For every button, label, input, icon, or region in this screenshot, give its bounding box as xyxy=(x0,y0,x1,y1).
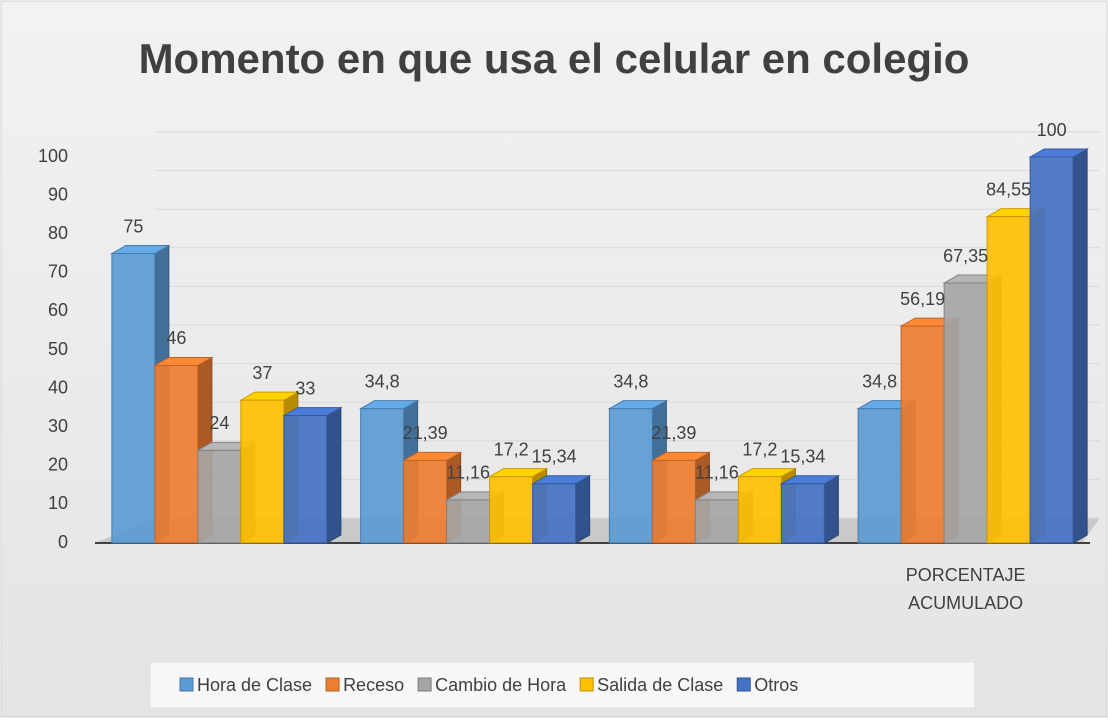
bar xyxy=(943,282,988,544)
y-tick-label: 10 xyxy=(48,493,68,513)
chart-title: Momento en que usa el celular en colegio xyxy=(139,35,970,82)
y-tick-label: 100 xyxy=(38,146,68,166)
bar xyxy=(651,459,696,544)
bar-side xyxy=(326,406,342,544)
legend-swatch xyxy=(736,677,751,692)
bar xyxy=(986,216,1031,544)
bar xyxy=(403,459,448,544)
bar-side xyxy=(575,474,591,544)
bar-side xyxy=(823,474,839,544)
data-label: 37 xyxy=(252,363,272,383)
bar xyxy=(608,408,653,544)
x-tick-label: PORCENTAJE ACUMULADO xyxy=(906,565,1026,613)
data-label: 34,8 xyxy=(613,371,648,391)
y-tick-label: 50 xyxy=(48,339,68,359)
y-tick-label: 80 xyxy=(48,223,68,243)
bar xyxy=(360,408,405,544)
bar xyxy=(489,476,534,544)
data-label: 100 xyxy=(1037,120,1067,140)
bar xyxy=(111,253,156,544)
y-tick-label: 70 xyxy=(48,262,68,282)
bar xyxy=(532,483,577,544)
data-label: 33 xyxy=(295,378,315,398)
data-label: 56,19 xyxy=(900,289,945,309)
bar-side xyxy=(1072,148,1088,544)
legend-label: Salida de Clase xyxy=(597,675,723,695)
data-label: 75 xyxy=(123,216,143,236)
y-tick-label: 20 xyxy=(48,455,68,475)
legend-swatch xyxy=(179,677,194,692)
legend-swatch xyxy=(417,677,432,692)
legend-label: Cambio de Hora xyxy=(435,675,567,695)
bar xyxy=(780,483,825,544)
data-label: 46 xyxy=(166,328,186,348)
data-label: 34,8 xyxy=(862,371,897,391)
data-label: 21,39 xyxy=(403,423,448,443)
bar xyxy=(283,415,328,544)
bar xyxy=(154,364,199,544)
legend-swatch xyxy=(325,677,340,692)
x-tick-line: ACUMULADO xyxy=(908,593,1023,613)
bar xyxy=(240,399,285,544)
legend-label: Receso xyxy=(343,675,404,695)
data-label: 11,16 xyxy=(695,463,739,483)
data-label: 24 xyxy=(209,413,229,433)
y-tick-label: 30 xyxy=(48,416,68,436)
legend-label: Otros xyxy=(754,675,798,695)
data-label: 34,8 xyxy=(365,371,400,391)
legend-swatch xyxy=(579,677,594,692)
bar xyxy=(900,325,945,544)
data-label: 15,34 xyxy=(532,447,577,467)
y-tick-label: 40 xyxy=(48,377,68,397)
floor xyxy=(95,518,1100,543)
data-label: 84,55 xyxy=(986,179,1031,199)
bar xyxy=(737,476,782,544)
data-label: 11,16 xyxy=(446,463,490,483)
data-label: 15,34 xyxy=(780,447,825,467)
bar xyxy=(694,499,739,544)
y-tick-label: 90 xyxy=(48,184,68,204)
bar xyxy=(446,499,491,544)
data-label: 17,2 xyxy=(742,439,777,459)
bar xyxy=(1029,156,1074,544)
data-label: 67,35 xyxy=(943,246,988,266)
y-tick-label: 0 xyxy=(58,532,68,552)
data-label: 21,39 xyxy=(651,423,696,443)
legend-label: Hora de Clase xyxy=(197,675,312,695)
legend-box xyxy=(149,661,976,709)
bar xyxy=(197,449,242,544)
bar xyxy=(857,408,902,544)
data-label: 17,2 xyxy=(494,439,529,459)
y-tick-label: 60 xyxy=(48,300,68,320)
x-tick-line: PORCENTAJE xyxy=(906,565,1026,585)
